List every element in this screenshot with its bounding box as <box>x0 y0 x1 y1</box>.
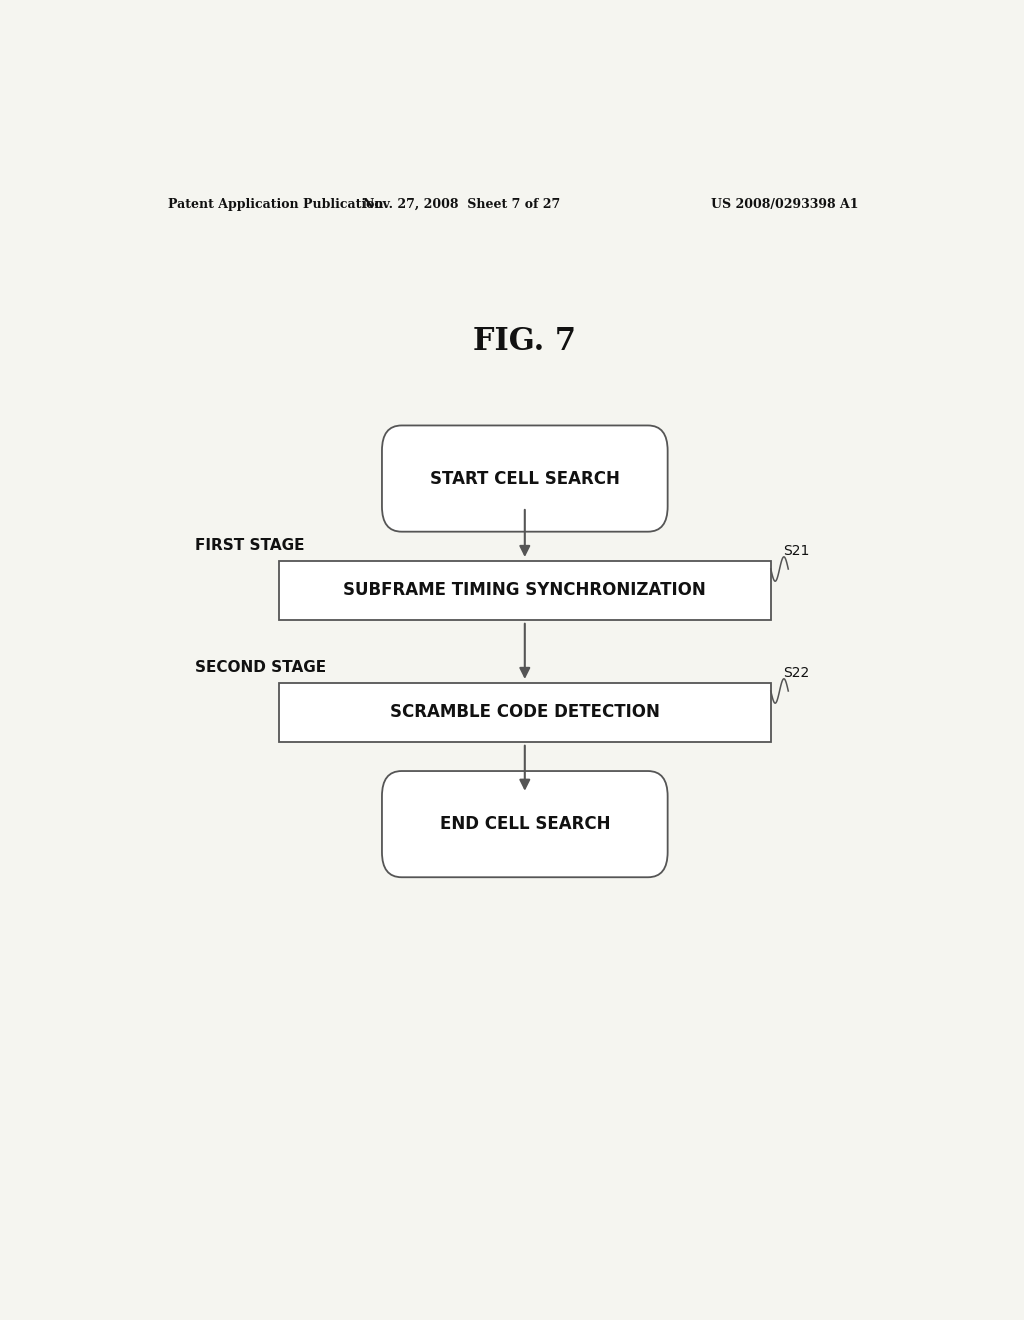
Bar <box>279 682 771 742</box>
Bar <box>279 561 771 620</box>
Text: Nov. 27, 2008  Sheet 7 of 27: Nov. 27, 2008 Sheet 7 of 27 <box>362 198 560 211</box>
Text: END CELL SEARCH: END CELL SEARCH <box>439 816 610 833</box>
Text: START CELL SEARCH: START CELL SEARCH <box>430 470 620 487</box>
Text: US 2008/0293398 A1: US 2008/0293398 A1 <box>711 198 858 211</box>
FancyBboxPatch shape <box>382 771 668 878</box>
FancyBboxPatch shape <box>382 425 668 532</box>
Text: SCRAMBLE CODE DETECTION: SCRAMBLE CODE DETECTION <box>390 704 659 721</box>
Text: SECOND STAGE: SECOND STAGE <box>196 660 327 675</box>
Text: FIG. 7: FIG. 7 <box>473 326 577 356</box>
Text: S21: S21 <box>782 544 809 558</box>
Text: S22: S22 <box>782 665 809 680</box>
Text: FIRST STAGE: FIRST STAGE <box>196 537 305 553</box>
Text: SUBFRAME TIMING SYNCHRONIZATION: SUBFRAME TIMING SYNCHRONIZATION <box>343 581 707 599</box>
Text: Patent Application Publication: Patent Application Publication <box>168 198 383 211</box>
